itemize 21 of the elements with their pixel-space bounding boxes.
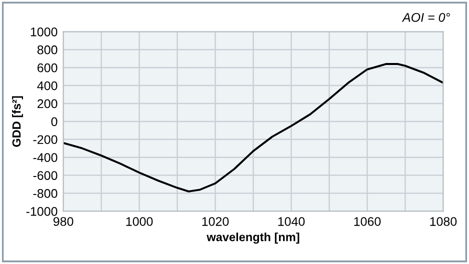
y-tick-label: 0 (51, 117, 58, 126)
y-tick-label: -400 (33, 153, 58, 162)
y-tick-label: 200 (38, 99, 58, 108)
x-tick-label: 1000 (126, 217, 153, 226)
y-tick-label: -600 (33, 171, 58, 180)
x-tick-label: 1040 (278, 217, 305, 226)
y-tick-label: 400 (37, 81, 58, 90)
y-tick-label: -200 (33, 135, 58, 144)
x-tick-label: 1060 (354, 217, 381, 226)
x-tick-label: 1020 (202, 217, 229, 226)
y-tick-label: 600 (38, 63, 58, 72)
text: AOI = 0° (402, 12, 450, 22)
y-tick-label: 1000 (30, 27, 58, 36)
x-axis-title: wavelength [nm] (206, 232, 300, 244)
y-tick-label: -800 (33, 189, 58, 198)
x-tick-label: 1080 (430, 217, 457, 226)
line-series (63, 63, 444, 192)
y-tick-label: -1000 (26, 207, 58, 216)
y-tick-label: 800 (37, 45, 58, 54)
y-axis-title: GDD [fs²] (12, 96, 24, 147)
x-tick-label: 980 (53, 217, 74, 226)
